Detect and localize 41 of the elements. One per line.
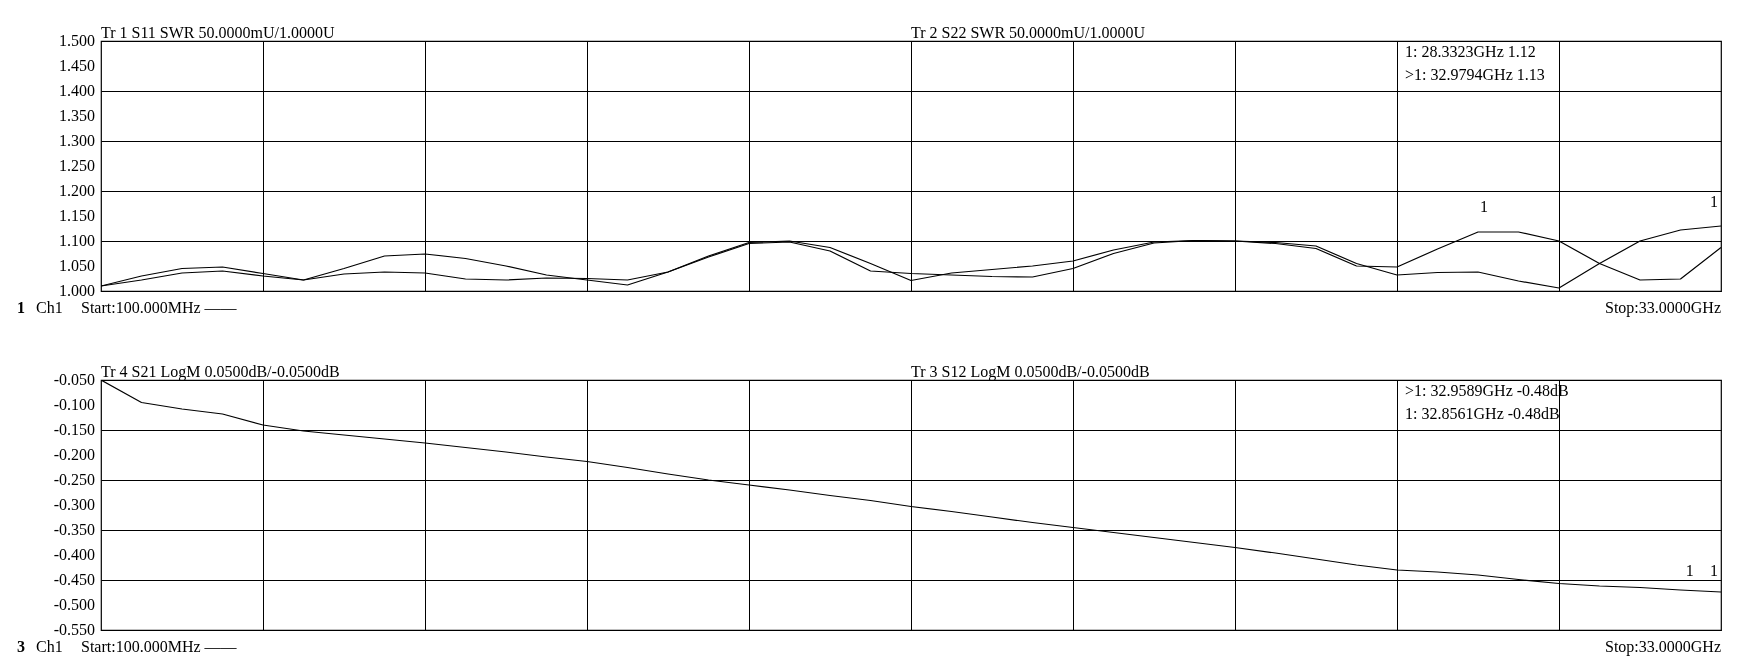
y-tick-label: -0.250 [53, 471, 95, 488]
y-tick-label: -0.200 [53, 446, 95, 463]
y-tick-label: -0.400 [53, 546, 95, 563]
y-tick-label: -0.350 [53, 521, 95, 538]
y-tick-label: 1.050 [59, 257, 95, 274]
annotation: 1 [1479, 198, 1488, 215]
text: Ch1 [36, 638, 63, 655]
text: Start:100.000MHz —— [81, 638, 238, 655]
text: Tr 3 S12 LogM 0.0500dB/-0.0500dB [911, 363, 1150, 381]
y-tick-label: -0.050 [53, 371, 95, 388]
y-tick-label: 1.150 [59, 207, 95, 224]
annotation: 1 [1685, 562, 1694, 579]
text: Stop:33.0000GHz [1605, 299, 1721, 317]
y-tick-label: 1.250 [59, 157, 95, 174]
y-tick-label: 1.400 [59, 82, 95, 99]
text: Tr 1 S11 SWR 50.0000mU/1.0000U [101, 24, 335, 41]
y-tick-label: -0.100 [53, 396, 95, 413]
y-tick-label: 1.000 [59, 282, 95, 299]
y-tick-label: 1.450 [59, 57, 95, 74]
y-tick-label: 1.300 [59, 132, 95, 149]
y-tick-label: -0.500 [53, 596, 95, 613]
y-tick-label: 1.100 [59, 232, 95, 249]
y-tick-label: -0.150 [53, 421, 95, 438]
text: 3 [17, 638, 25, 655]
text: Tr 2 S22 SWR 50.0000mU/1.0000U [911, 24, 1146, 41]
text: Start:100.000MHz —— [81, 299, 238, 316]
y-tick-label: -0.550 [53, 621, 95, 638]
y-tick-label: -0.300 [53, 496, 95, 513]
annotation: 1: 32.8561GHz -0.48dB [1405, 405, 1560, 423]
annotation: >1: 32.9794GHz 1.13 [1405, 66, 1545, 84]
y-tick-label: 1.200 [59, 182, 95, 199]
annotation: 1: 28.3323GHz 1.12 [1405, 43, 1536, 61]
y-tick-label: -0.450 [53, 571, 95, 588]
text: Ch1 [36, 299, 63, 316]
annotation: 1 [1710, 193, 1718, 210]
text: 1 [17, 299, 25, 316]
text: Tr 4 S21 LogM 0.0500dB/-0.0500dB [101, 363, 340, 381]
annotation: 1 [1710, 562, 1718, 579]
y-tick-label: 1.500 [59, 32, 95, 49]
y-tick-label: 1.350 [59, 107, 95, 124]
text: Stop:33.0000GHz [1605, 638, 1721, 656]
